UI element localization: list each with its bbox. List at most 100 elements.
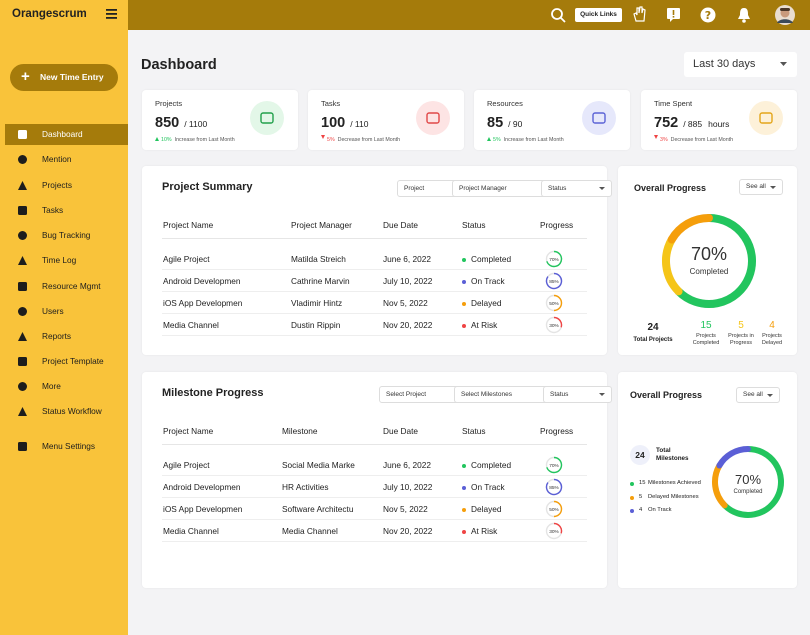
brand-logo[interactable]: Orangescrum: [12, 8, 87, 20]
user-avatar[interactable]: [775, 5, 795, 25]
row-divider: [162, 519, 587, 520]
caret-icon: [780, 62, 787, 66]
date-range-select[interactable]: Last 30 days: [684, 52, 797, 77]
progress-label: 30%: [549, 529, 559, 535]
menu-item[interactable]: Reports: [0, 326, 128, 347]
new-time-entry-button[interactable]: + New Time Entry: [10, 64, 118, 91]
cell-name: Media Channel: [163, 526, 219, 536]
stat-value: 850: [155, 115, 180, 131]
stat-label: Tasks: [321, 99, 341, 108]
menu-label: Status Workflow: [42, 406, 102, 416]
cell-due: June 6, 2022: [383, 254, 431, 264]
row-divider: [162, 313, 587, 314]
table-card: Project Summary Project Project Manager Sta…: [142, 166, 612, 355]
see-all-dropdown[interactable]: See all: [736, 387, 780, 403]
cell-second: Matilda Streich: [291, 254, 346, 264]
filter-dropdown[interactable]: Status: [541, 180, 612, 197]
menu-label: Bug Tracking: [42, 230, 91, 240]
icon-shape: [426, 112, 440, 124]
icon-shape: [18, 357, 27, 366]
menu-toggle[interactable]: [106, 9, 117, 19]
bell-icon[interactable]: [737, 7, 751, 23]
legend-label: On Track: [648, 507, 672, 513]
stat-change: 3% Decrease from Last Month: [654, 135, 733, 143]
menu-item[interactable]: Mention: [0, 149, 128, 170]
see-all-dropdown[interactable]: See all: [739, 179, 783, 195]
cell-status: Completed: [471, 254, 512, 264]
search-icon[interactable]: [550, 7, 566, 23]
progress-label: 50%: [549, 301, 559, 307]
icon-shape: [759, 112, 773, 124]
stat-value: 752: [654, 115, 679, 131]
status-dot: [462, 323, 466, 328]
cell-due: Nov 20, 2022: [383, 526, 433, 536]
icon-shape: [18, 231, 27, 240]
legend-label: Delayed Milestones: [648, 493, 699, 500]
menu-item[interactable]: Bug Tracking: [0, 225, 128, 246]
overall-card: Overall Progress See all 24 Total Milestone…: [618, 372, 797, 588]
progress-label: 70%: [549, 257, 559, 263]
menu-item[interactable]: Project Template: [0, 351, 128, 372]
menu-item[interactable]: Time Log: [0, 250, 128, 271]
icon-shape: [18, 206, 27, 215]
menu-icon: [18, 382, 27, 391]
column-header: Project Name: [163, 426, 214, 436]
status-dot: [462, 301, 466, 306]
stat-change: 5% Decrease from Last Month: [321, 135, 400, 143]
filter-dropdown[interactable]: Status: [543, 386, 612, 403]
cell-name: Android Developmen: [163, 276, 241, 286]
stat-count: 4: [769, 320, 775, 331]
row-divider: [162, 291, 587, 292]
total-value: 24: [647, 322, 659, 333]
donut-percent: 70%: [690, 244, 728, 264]
ring-progress: [553, 500, 563, 518]
cell-due: June 6, 2022: [383, 460, 431, 470]
quick-links-button[interactable]: Quick Links: [575, 8, 622, 22]
menu-icon: [18, 206, 27, 215]
stat-change-value: 5%: [493, 137, 501, 143]
cell-due: Nov 5, 2022: [383, 504, 428, 514]
help-icon[interactable]: ?: [700, 7, 716, 23]
stat-total: / 885: [683, 119, 703, 129]
trend-arrow: [654, 135, 658, 141]
legend-dot: [630, 495, 634, 500]
menu-item[interactable]: Users: [0, 301, 128, 322]
menu-item[interactable]: More: [0, 376, 128, 397]
stat-icon: [250, 101, 284, 135]
menu-item[interactable]: Tasks: [0, 200, 128, 221]
header-divider: [162, 238, 587, 239]
hand-icon[interactable]: [632, 6, 646, 23]
menu-label: More: [42, 381, 61, 391]
legend-value: 5: [639, 493, 643, 500]
header-divider: [162, 444, 587, 445]
donut-caption: Completed: [733, 489, 763, 495]
ring-progress: [546, 456, 563, 474]
cell-status: Delayed: [471, 298, 502, 308]
row-divider: [162, 541, 587, 542]
total-value: 24: [635, 450, 645, 460]
icon-shape: [18, 130, 27, 139]
stat-change-value: 5%: [327, 137, 335, 143]
sidebar: [0, 0, 128, 635]
total-label: Total Projects: [633, 337, 673, 343]
overall-card: Overall Progress See all 70% Completed 24 Tot…: [618, 166, 797, 355]
menu-item[interactable]: Menu Settings: [0, 436, 128, 457]
cell-status: Completed: [471, 460, 512, 470]
card-title: Overall Progress: [634, 183, 707, 193]
icon-bg: [250, 101, 284, 135]
menu-item[interactable]: Resource Mgmt: [0, 276, 128, 297]
menu-item[interactable]: Dashboard: [0, 124, 128, 145]
alert-icon[interactable]: [666, 7, 681, 22]
menu-item[interactable]: Projects: [0, 175, 128, 196]
button-label: New Time Entry: [40, 72, 104, 82]
legend-value: 4: [639, 507, 643, 513]
range-label: Last 30 days: [693, 58, 756, 70]
menu-item[interactable]: Status Workflow: [0, 401, 128, 422]
trend-arrow: [155, 135, 159, 141]
donut-segment: [712, 462, 728, 509]
stat-label: Resources: [487, 99, 523, 108]
menu-icon: [18, 357, 27, 366]
icon-shape: [18, 382, 27, 391]
donut-segment: [716, 446, 751, 469]
